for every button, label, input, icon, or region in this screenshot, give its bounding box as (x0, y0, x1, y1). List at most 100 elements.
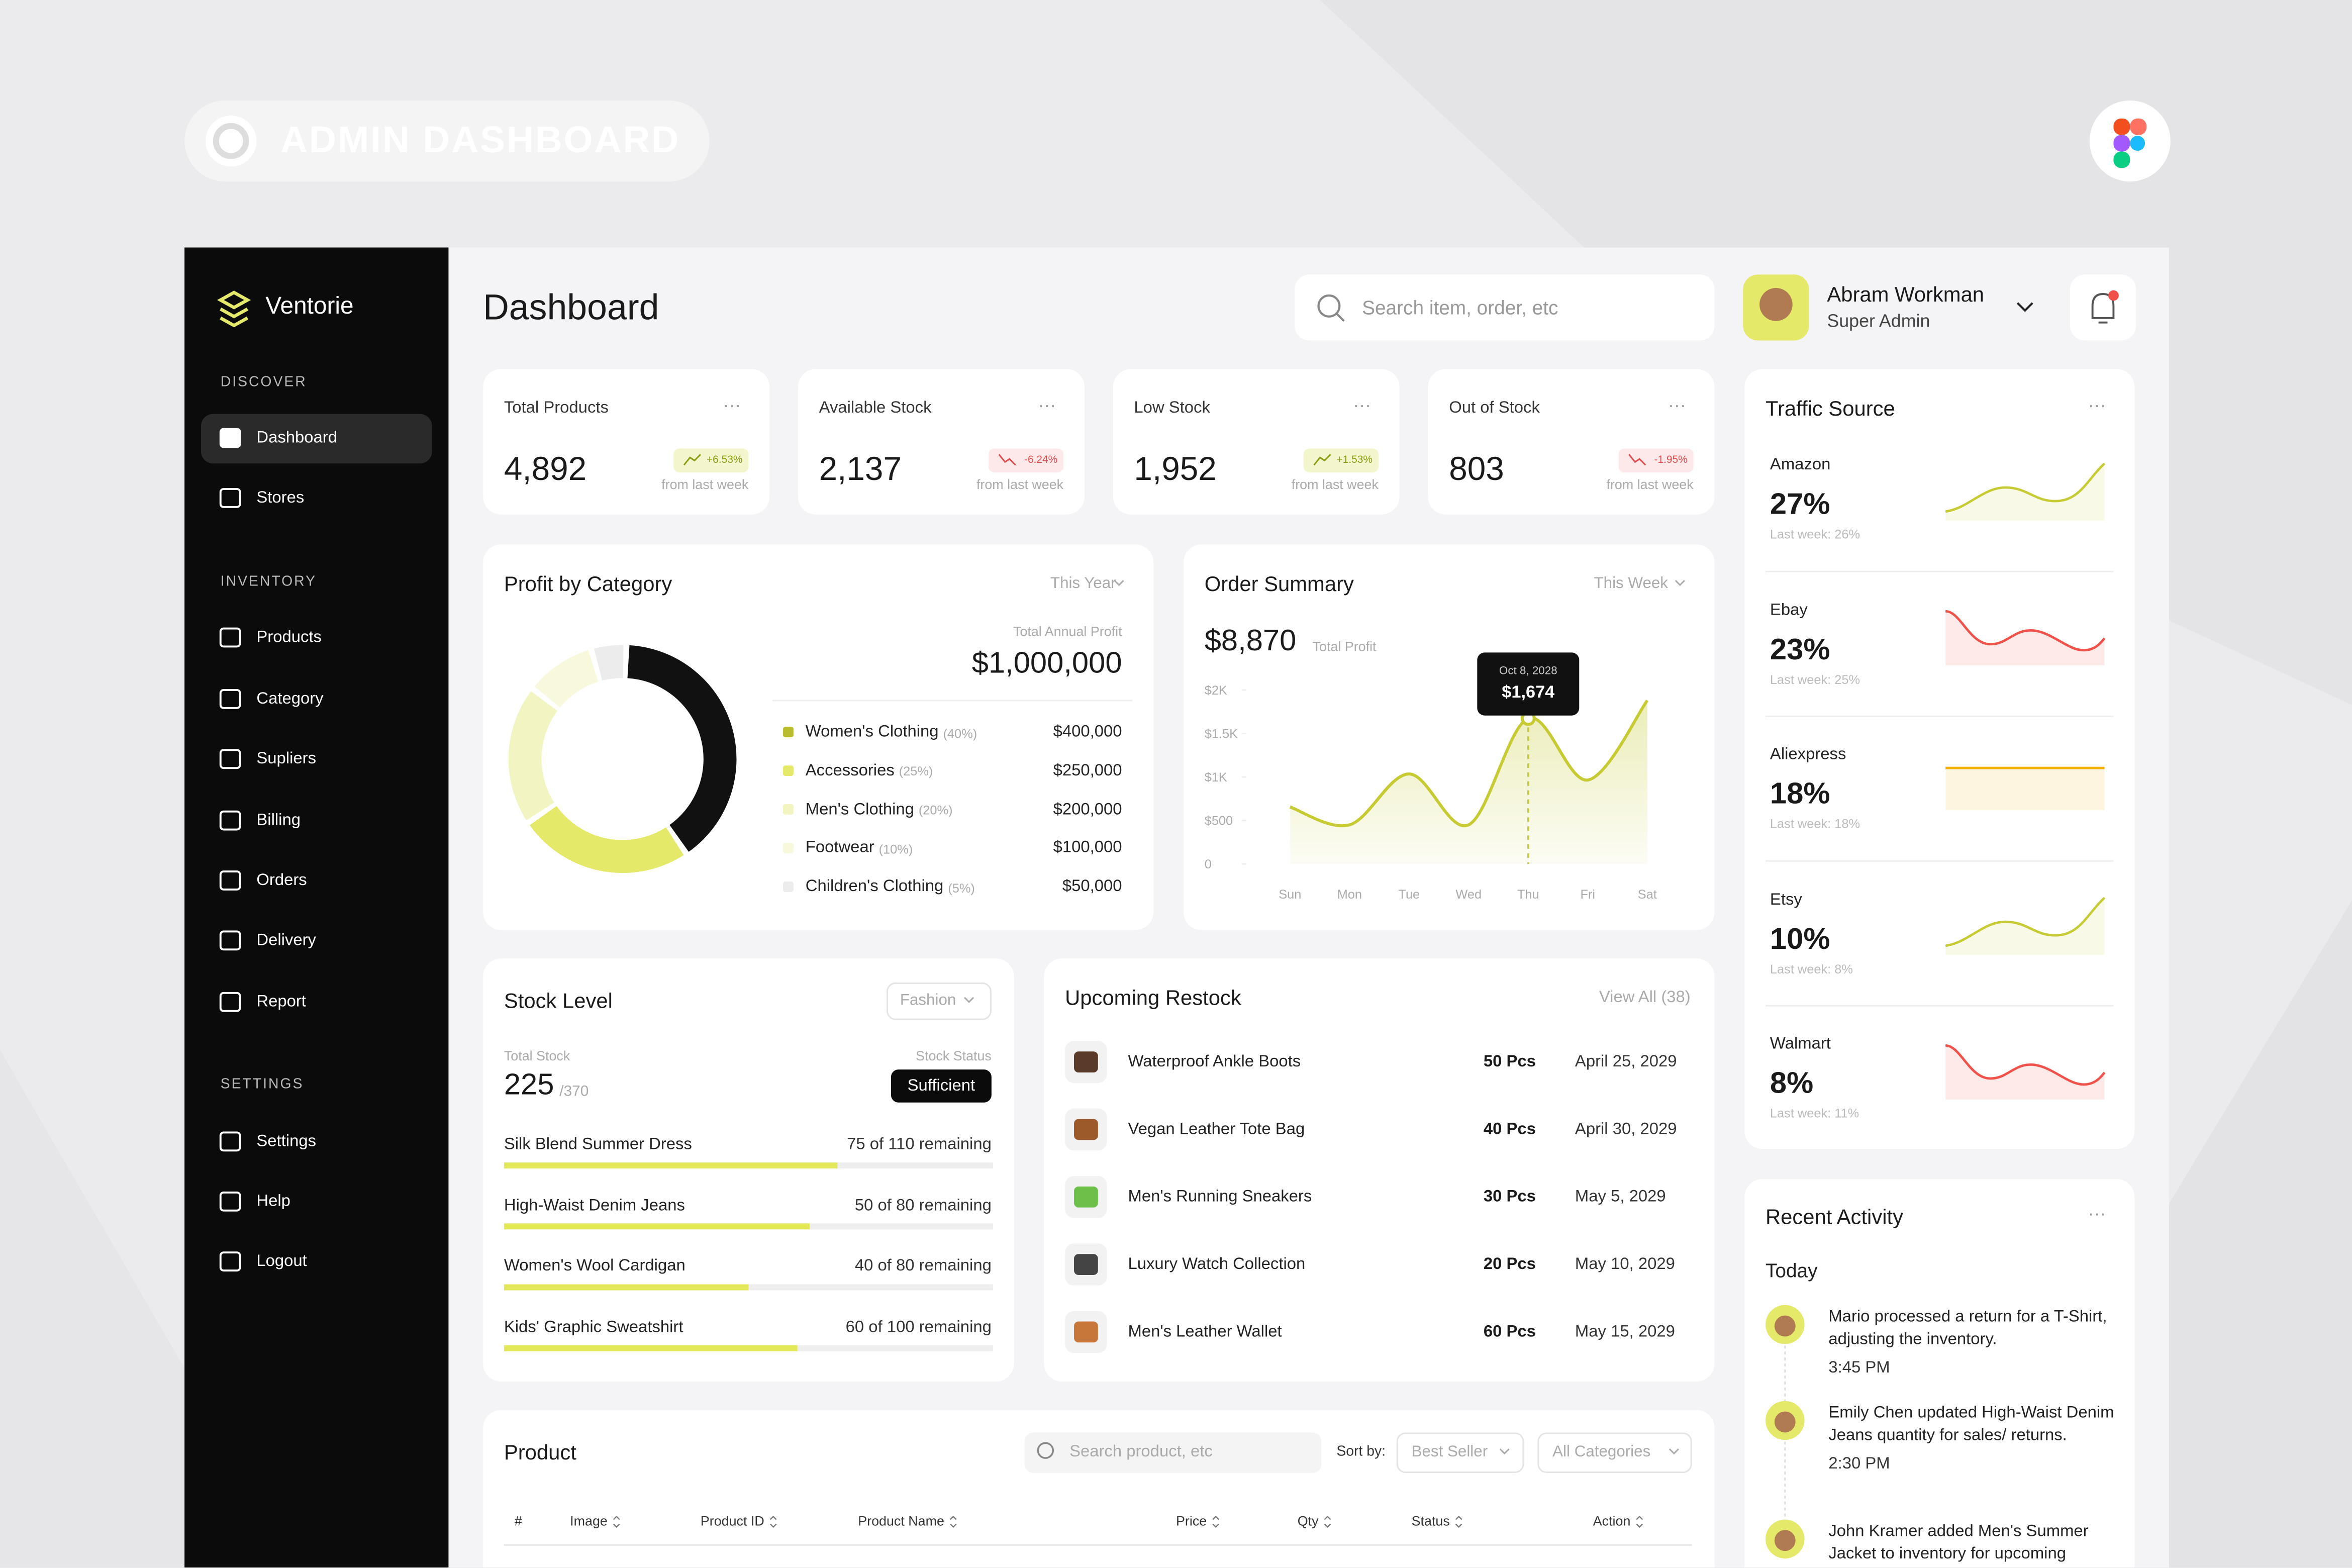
legend-amount: $400,000 (1053, 723, 1122, 741)
traffic-share: 23% (1770, 633, 1830, 666)
column-header[interactable]: Product ID (700, 1513, 764, 1529)
restock-card (1044, 958, 1715, 1382)
nav-item[interactable] (201, 1237, 432, 1287)
column-header[interactable]: Status (1411, 1513, 1450, 1529)
column-header[interactable]: Image (570, 1513, 608, 1529)
legend-percent: (40%) (943, 725, 977, 740)
column-header[interactable]: Price (1175, 1513, 1207, 1529)
total-label: Total Profit (1312, 639, 1377, 654)
nav-label: Dashboard (256, 429, 338, 447)
x-tick-label: Thu (1517, 886, 1539, 902)
y-tick-label: $1.5K (1204, 726, 1238, 741)
category-value: All Categories (1552, 1443, 1651, 1461)
nav-label: Report (256, 993, 306, 1011)
restock-name: Luxury Watch Collection (1128, 1255, 1306, 1274)
x-tick-label: Fri (1580, 886, 1596, 902)
stock-item-name: Women's Wool Cardigan (504, 1257, 685, 1276)
nav-item[interactable] (201, 797, 432, 846)
nav-item[interactable] (201, 1178, 432, 1227)
traffic-share: 18% (1770, 777, 1830, 811)
y-tick-label: $1K (1204, 769, 1227, 785)
column-header[interactable]: Product Name (858, 1513, 944, 1529)
card-title: Product (504, 1440, 576, 1464)
search-box[interactable] (1294, 274, 1715, 341)
nav-label: Supliers (256, 750, 317, 768)
stat-card (798, 369, 1085, 515)
column-header[interactable]: Qty (1297, 1513, 1319, 1529)
nav-item[interactable] (201, 978, 432, 1027)
activity-user: Emily Chen (1828, 1404, 1913, 1422)
nav-label: Stores (256, 489, 305, 507)
traffic-last-week: Last week: 8% (1770, 960, 1853, 976)
activity-card (1744, 1179, 2135, 1568)
stock-capacity: /370 (559, 1084, 589, 1101)
restock-date: May 15, 2029 (1575, 1323, 1675, 1341)
stock-item-name: Kids' Graphic Sweatshirt (504, 1318, 683, 1336)
stat-label: Available Stock (819, 399, 932, 417)
category-dropdown[interactable] (1537, 1432, 1692, 1473)
x-tick-label: Tue (1398, 886, 1420, 902)
traffic-name: Ebay (1770, 601, 1808, 619)
period-filter[interactable]: This Week (1594, 574, 1668, 593)
stat-card (1428, 369, 1715, 515)
stat-label: Low Stock (1134, 399, 1210, 417)
activity-description: processed a return for a T-Shirt, adjust… (1828, 1308, 2107, 1349)
legend-label: Footwear (805, 839, 874, 857)
restock-date: April 25, 2029 (1575, 1053, 1677, 1071)
traffic-name: Amazon (1770, 456, 1831, 474)
status-label: Stock Status (916, 1048, 992, 1064)
restock-qty: 40 Pcs (1483, 1120, 1536, 1139)
nav-item[interactable] (201, 474, 432, 523)
stat-change: +1.53% (1336, 455, 1373, 466)
notification-button[interactable] (2070, 274, 2136, 341)
search-placeholder: Search item, order, etc (1362, 296, 1558, 319)
period-filter[interactable]: This Year (1050, 574, 1116, 593)
stat-card (1113, 369, 1400, 515)
card-title: Profit by Category (504, 571, 672, 596)
brand-name: Ventorie (265, 293, 354, 320)
user-role: Super Admin (1827, 310, 1930, 332)
restock-name: Waterproof Ankle Boots (1128, 1053, 1301, 1071)
stock-item-name: Silk Blend Summer Dress (504, 1135, 692, 1154)
stat-value: 803 (1449, 450, 1504, 488)
stat-change: +6.53% (706, 455, 743, 466)
legend-label: Children's Clothing (805, 877, 944, 896)
stat-note: from last week (976, 477, 1064, 492)
legend-amount: $200,000 (1053, 800, 1122, 819)
stat-label: Total Products (504, 399, 609, 417)
traffic-name: Etsy (1770, 890, 1802, 909)
nav-label: Help (256, 1192, 290, 1211)
restock-date: May 10, 2029 (1575, 1255, 1675, 1274)
restock-qty: 30 Pcs (1483, 1188, 1536, 1206)
figma-badge[interactable] (2089, 100, 2171, 182)
card-title: Upcoming Restock (1065, 985, 1241, 1010)
stat-change: -1.95% (1654, 455, 1688, 466)
stat-note: from last week (1606, 477, 1694, 492)
traffic-last-week: Last week: 26% (1770, 526, 1860, 542)
traffic-name: Walmart (1770, 1035, 1831, 1053)
nav-label: Orders (256, 871, 307, 890)
restock-date: April 30, 2029 (1575, 1120, 1677, 1139)
sort-label: Sort by: (1336, 1443, 1386, 1460)
legend-amount: $100,000 (1053, 839, 1122, 857)
sidebar (184, 247, 449, 1568)
traffic-last-week: Last week: 18% (1770, 816, 1860, 831)
traffic-last-week: Last week: 25% (1770, 671, 1860, 687)
search-placeholder: Search product, etc (1069, 1443, 1213, 1461)
view-all-link[interactable]: View All (38) (1599, 988, 1691, 1007)
total-label: Total Stock (504, 1048, 570, 1064)
nav-label: Products (256, 628, 322, 647)
nav-section-title: DISCOVER (220, 374, 307, 391)
sort-dropdown[interactable] (1396, 1432, 1524, 1473)
column-header[interactable]: Action (1593, 1513, 1631, 1529)
restock-qty: 50 Pcs (1483, 1053, 1536, 1071)
activity-text: Emily Chen updated High-Waist Denim Jean… (1828, 1403, 2116, 1448)
stat-note: from last week (1291, 477, 1379, 492)
total-value: $1,000,000 (971, 647, 1122, 680)
filter-dropdown[interactable] (886, 982, 992, 1020)
banner-logo (205, 115, 257, 167)
stock-total: 225 (504, 1068, 554, 1102)
sort-value: Best Seller (1411, 1443, 1488, 1461)
product-search[interactable] (1024, 1432, 1322, 1473)
nav-item[interactable] (201, 856, 432, 906)
